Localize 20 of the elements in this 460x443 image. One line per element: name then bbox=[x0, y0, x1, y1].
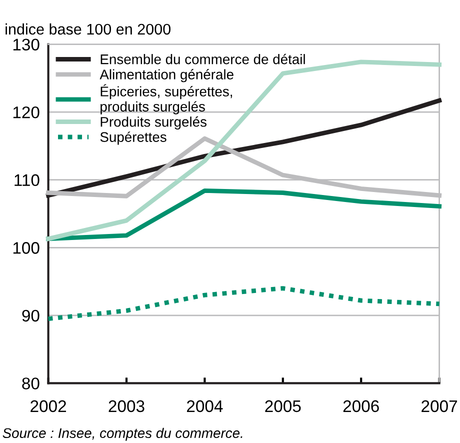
y-tick-label: 120 bbox=[13, 106, 40, 118]
legend-label: Ensemble du commerce de détail bbox=[100, 54, 305, 64]
x-tick-label: 2006 bbox=[343, 400, 379, 412]
y-tick-label: 80 bbox=[22, 378, 40, 390]
legend-label: Épiceries, supérettes, produits surgelés bbox=[100, 84, 232, 114]
y-tick-label: 130 bbox=[13, 38, 40, 51]
source-note: Source : Insee, comptes du commerce. bbox=[2, 428, 242, 441]
y-tick-label: 110 bbox=[14, 174, 40, 186]
legend-label: Produits surgelés bbox=[100, 116, 206, 130]
x-tick-label: 2005 bbox=[265, 400, 301, 412]
x-tick-label: 2002 bbox=[30, 400, 66, 412]
y-tick-label: 90 bbox=[22, 310, 40, 322]
x-tick-label: 2003 bbox=[108, 400, 144, 412]
y-axis-title: indice base 100 en 2000 bbox=[6, 23, 170, 35]
x-tick-label: 2007 bbox=[422, 400, 458, 412]
line-series bbox=[46, 188, 442, 242]
legend-label: Alimentation générale bbox=[100, 69, 234, 82]
x-tick-label: 2004 bbox=[187, 400, 223, 412]
y-tick-label: 100 bbox=[13, 242, 40, 254]
legend-label: Supérettes bbox=[100, 132, 166, 145]
